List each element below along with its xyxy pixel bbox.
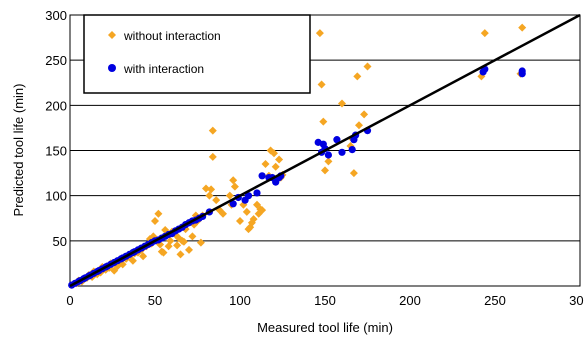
data-point-without-interaction [249,215,258,224]
data-point-without-interaction [230,182,239,191]
data-point-without-interaction [349,169,358,178]
y-tick-label: 300 [45,8,67,23]
data-point-without-interaction [315,29,324,38]
data-point-without-interaction [229,176,238,185]
data-point-with-interaction [229,200,237,208]
data-point-without-interaction [242,207,251,216]
y-tick-label: 200 [45,98,67,113]
y-tick-label: 250 [45,53,67,68]
data-point-without-interaction [360,110,369,119]
data-point-with-interaction [244,192,253,200]
y-tick-label: 150 [45,144,67,159]
legend-label-with-interaction: with interaction [123,62,204,76]
data-point-without-interaction [321,166,329,175]
data-point-without-interaction [355,121,363,130]
y-tick-label: 50 [53,234,67,249]
x-axis-label: Measured tool life (min) [257,320,393,335]
data-point-without-interaction [271,162,280,171]
data-point-with-interaction [253,189,261,197]
x-tick-label: 100 [229,293,251,308]
legend-marker-without-interaction [108,31,116,39]
data-point-without-interaction [275,155,284,164]
data-point-without-interaction [139,252,148,261]
data-point-without-interaction [205,191,214,200]
legend-box [83,14,311,94]
data-point-without-interaction [202,184,210,193]
data-point-with-interaction [518,67,526,75]
data-point-with-interaction [333,136,341,144]
y-tick-label: 100 [45,189,67,204]
legend-label-without-interaction: without interaction [123,29,221,43]
data-point-without-interaction [173,241,182,250]
data-point-without-interaction [324,157,333,166]
y-axis-label: Predicted tool life (min) [11,84,26,217]
data-point-without-interaction [261,160,270,169]
data-point-with-interaction [324,151,332,159]
data-point-without-interaction [317,80,326,89]
data-point-without-interaction [353,72,362,81]
x-tick-label: 0 [66,293,73,308]
data-point-without-interaction [159,248,168,257]
legend-marker-with-interaction [108,64,116,72]
data-point-without-interaction [196,238,205,247]
data-point-without-interaction [154,209,163,218]
x-axis-ticks: 0 50 100 150 200 250 300 [66,293,584,308]
x-tick-label: 300 [569,293,584,308]
data-point-without-interaction [179,237,188,246]
x-tick-label: 250 [484,293,506,308]
data-point-without-interaction [151,216,159,225]
legend: without interaction with interaction [83,14,311,94]
data-point-with-interaction [348,145,356,154]
data-point-without-interaction [219,209,227,218]
data-point-without-interaction [236,216,244,225]
data-point-without-interaction [128,256,137,265]
x-tick-label: 50 [148,293,162,308]
data-point-without-interaction [176,250,185,259]
data-point-with-interaction [258,172,266,180]
data-point-without-interaction [225,191,234,200]
data-point-without-interaction [363,62,372,71]
data-point-without-interaction [208,126,217,135]
reference-line [69,13,581,288]
y-axis-ticks: 50 100 150 200 250 300 [45,8,67,249]
data-point-without-interaction [518,23,527,32]
plot-frame [69,14,581,287]
x-tick-label: 150 [314,293,336,308]
data-point-without-interaction [212,196,221,205]
data-point-without-interaction [208,152,217,161]
data-point-without-interaction [319,117,328,126]
data-point-without-interaction [338,99,346,108]
data-point-with-interaction [338,148,346,156]
data-point-without-interaction [207,185,216,194]
data-point-without-interaction [480,29,489,38]
data-point-without-interaction [166,236,175,245]
data-point-without-interaction [258,206,267,215]
x-tick-label: 200 [399,293,421,308]
data-point-without-interaction [185,245,193,254]
data-point-without-interaction [188,232,197,241]
data-point-without-interaction [270,149,278,158]
